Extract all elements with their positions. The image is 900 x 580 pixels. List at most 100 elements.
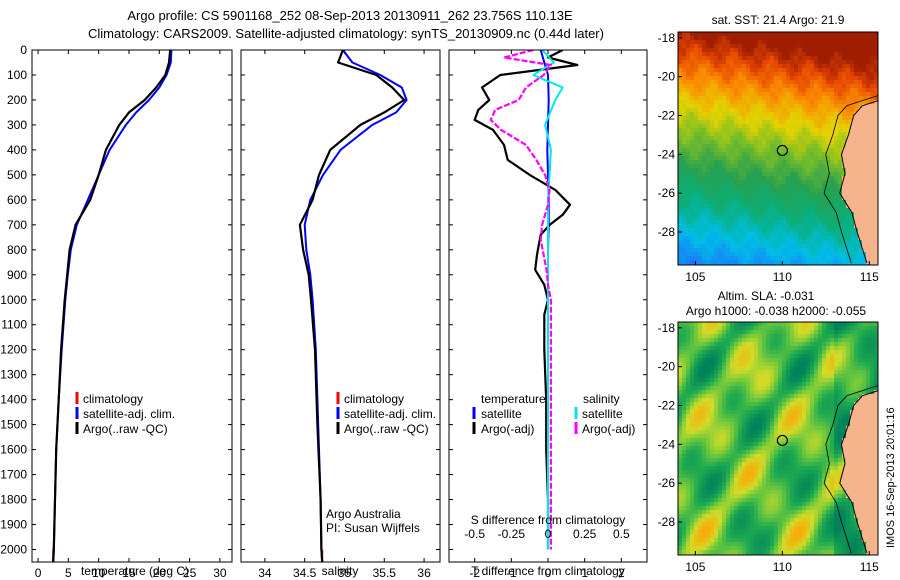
map-cell xyxy=(754,330,759,335)
map-cell xyxy=(710,470,715,475)
map-cell xyxy=(746,550,751,555)
map-cell xyxy=(726,204,731,209)
map-cell xyxy=(862,200,867,205)
map-cell xyxy=(682,128,687,133)
map-cell xyxy=(814,244,819,249)
map-cell xyxy=(730,478,735,483)
map-cell xyxy=(710,530,715,535)
map-cell xyxy=(694,124,699,129)
map-cell xyxy=(790,60,795,65)
map-cell xyxy=(822,32,827,37)
map-cell xyxy=(758,92,763,97)
map-cell xyxy=(766,522,771,527)
map-cell xyxy=(862,152,867,157)
map-cell xyxy=(790,342,795,347)
map-cell xyxy=(834,232,839,237)
map-cell xyxy=(702,224,707,229)
map-cell xyxy=(842,156,847,161)
map-cell xyxy=(834,36,839,41)
map-cell xyxy=(774,140,779,145)
map-cell xyxy=(698,60,703,65)
map-cell xyxy=(742,96,747,101)
map-cell xyxy=(698,386,703,391)
map-cell xyxy=(686,212,691,217)
map-cell xyxy=(730,176,735,181)
map-cell xyxy=(838,36,843,41)
map-cell xyxy=(690,490,695,495)
map-cell xyxy=(798,208,803,213)
map-cell xyxy=(786,92,791,97)
map-cell xyxy=(738,410,743,415)
map-cell xyxy=(770,550,775,555)
map-cell xyxy=(678,180,683,185)
map-cell xyxy=(702,44,707,49)
map-cell xyxy=(798,204,803,209)
map-cell xyxy=(714,358,719,363)
map-cell xyxy=(690,228,695,233)
map-cell xyxy=(850,52,855,57)
map-cell xyxy=(786,168,791,173)
map-cell xyxy=(834,104,839,109)
map-cell xyxy=(766,418,771,423)
map-cell xyxy=(710,164,715,169)
map-cell xyxy=(774,350,779,355)
map-cell xyxy=(722,550,727,555)
map-cell xyxy=(830,224,835,229)
difference-panel: -2 -1 0 1 2 temperature salinity satellite A… xyxy=(448,49,648,580)
map-cell xyxy=(766,176,771,181)
map-cell xyxy=(694,172,699,177)
lat-tick-label: -26 xyxy=(658,186,676,200)
map-cell xyxy=(766,192,771,197)
map-cell xyxy=(790,422,795,427)
map-cell xyxy=(866,148,871,153)
map-cell xyxy=(818,144,823,149)
map-cell xyxy=(758,442,763,447)
map-cell xyxy=(762,248,767,253)
map-cell xyxy=(678,470,683,475)
map-cell xyxy=(682,346,687,351)
map-cell xyxy=(730,518,735,523)
map-cell xyxy=(786,96,791,101)
map-cell xyxy=(682,426,687,431)
map-cell xyxy=(786,36,791,41)
map-cell xyxy=(770,204,775,209)
map-cell xyxy=(702,494,707,499)
map-cell xyxy=(738,260,743,265)
map-cell xyxy=(686,248,691,253)
map-cell xyxy=(846,212,851,217)
map-cell xyxy=(810,120,815,125)
map-cell xyxy=(870,160,875,165)
series-line-3 xyxy=(489,50,553,550)
map-cell xyxy=(742,184,747,189)
map-cell xyxy=(866,156,871,161)
map-cell xyxy=(694,176,699,181)
map-cell xyxy=(726,88,731,93)
map-cell xyxy=(738,244,743,249)
map-cell xyxy=(694,386,699,391)
map-cell xyxy=(790,438,795,443)
map-cell xyxy=(782,160,787,165)
map-cell xyxy=(694,252,699,257)
map-cell xyxy=(686,506,691,511)
map-cell xyxy=(698,108,703,113)
map-cell xyxy=(694,136,699,141)
map-cell xyxy=(734,216,739,221)
map-cell xyxy=(698,378,703,383)
map-cell xyxy=(766,374,771,379)
map-cell xyxy=(678,478,683,483)
map-cell xyxy=(726,232,731,237)
map-cell xyxy=(690,430,695,435)
map-cell xyxy=(806,132,811,137)
map-cell xyxy=(770,326,775,331)
map-cell xyxy=(842,232,847,237)
map-cell xyxy=(746,446,751,451)
map-cell xyxy=(754,522,759,527)
map-cell xyxy=(726,514,731,519)
map-cell xyxy=(762,116,767,121)
map-cell xyxy=(686,530,691,535)
map-cell xyxy=(806,112,811,117)
map-cell xyxy=(722,164,727,169)
map-cell xyxy=(758,374,763,379)
map-cell xyxy=(738,212,743,217)
map-cell xyxy=(838,232,843,237)
